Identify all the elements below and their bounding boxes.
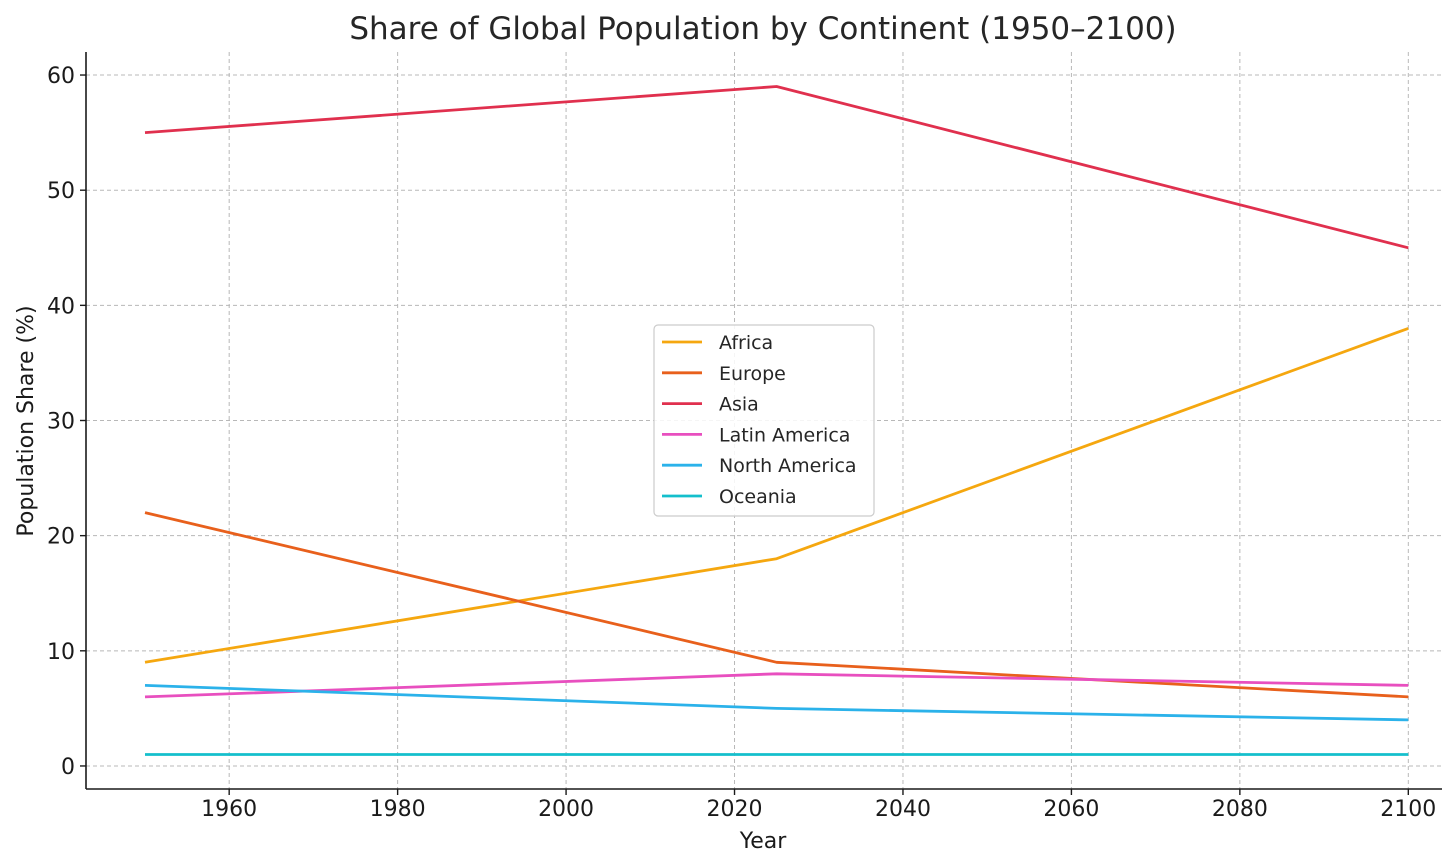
y-tick-label: 30 xyxy=(47,410,75,435)
legend-label-africa: Africa xyxy=(719,332,773,354)
x-tick-label: 2060 xyxy=(1043,797,1099,822)
y-tick-label: 20 xyxy=(47,525,75,550)
x-axis-title: Year xyxy=(739,829,788,854)
series-line-north-america xyxy=(144,684,1409,722)
series-lines xyxy=(144,85,1409,756)
series-line-africa xyxy=(144,327,1409,664)
series-line-asia xyxy=(144,85,1409,250)
legend-label-oceania: Oceania xyxy=(719,486,797,508)
tick-labels: 1960 1980 2000 2020 2040 2060 2080 2100 0 10 20 30 4… xyxy=(47,64,1436,822)
chart-title: Share of Global Population by Continent … xyxy=(349,11,1176,47)
x-tick-label: 2080 xyxy=(1212,797,1268,822)
legend-label-europe: Europe xyxy=(719,363,786,385)
grid xyxy=(86,52,1442,789)
y-axis-title: Population Share (%) xyxy=(14,305,39,536)
legend-label-asia: Asia xyxy=(719,394,759,416)
legend-label-north-america: North America xyxy=(719,455,857,477)
series-line-latin-america xyxy=(144,672,1409,699)
y-tick-label: 0 xyxy=(61,755,75,780)
x-tick-label: 2000 xyxy=(538,797,594,822)
x-tick-label: 2100 xyxy=(1380,797,1436,822)
x-tick-label: 2020 xyxy=(707,797,763,822)
x-tick-label: 1980 xyxy=(370,797,426,822)
x-tick-label: 2040 xyxy=(875,797,931,822)
y-tick-label: 60 xyxy=(47,64,75,89)
legend: Africa Europe Asia Latin America North Ameri… xyxy=(653,324,875,517)
legend-box xyxy=(653,324,875,517)
y-tick-label: 40 xyxy=(47,294,75,319)
legend-label-latin-america: Latin America xyxy=(719,424,850,446)
y-tick-label: 10 xyxy=(47,640,75,665)
series-line-europe xyxy=(144,511,1409,699)
y-tick-label: 50 xyxy=(47,179,75,204)
x-tick-label: 1960 xyxy=(201,797,257,822)
